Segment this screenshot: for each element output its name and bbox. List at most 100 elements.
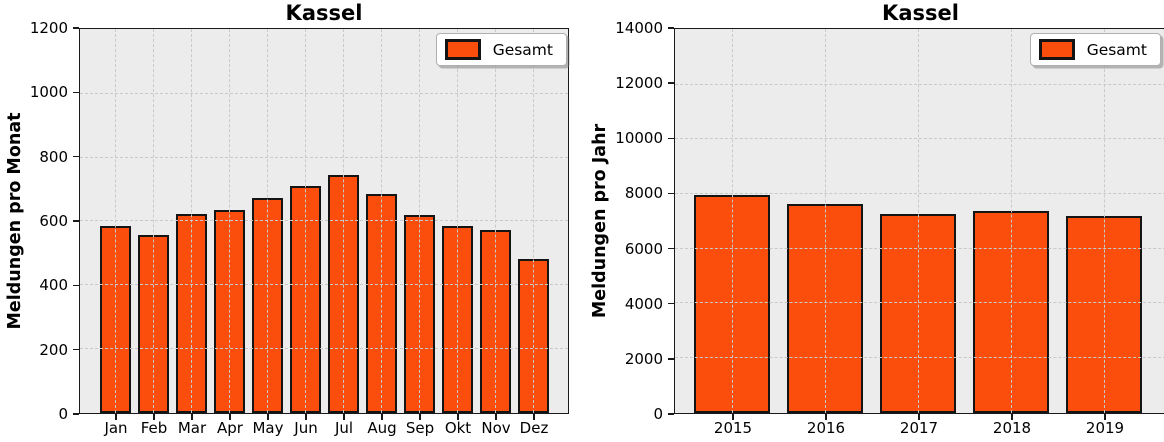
x-tick-label: Mar	[177, 419, 207, 437]
y-tick	[73, 413, 79, 415]
y-tick	[668, 358, 674, 360]
gridline	[494, 29, 496, 413]
legend-swatch-icon	[444, 39, 481, 60]
y-tick	[668, 27, 674, 29]
gridline	[380, 29, 382, 413]
x-tick	[1011, 414, 1013, 420]
x-tick	[267, 414, 269, 420]
gridline	[114, 29, 116, 413]
x-tick-label: Jul	[334, 419, 354, 437]
y-tick-label: 10000	[615, 129, 663, 148]
x-tick	[343, 414, 345, 420]
legend: Gesamt	[1029, 33, 1161, 66]
x-tick	[533, 414, 535, 420]
y-tick-label: 0	[653, 405, 663, 423]
x-tick-label: Apr	[217, 419, 243, 437]
x-tick	[918, 414, 920, 420]
gridline	[80, 220, 568, 222]
gridline	[80, 156, 568, 158]
legend-label: Gesamt	[1086, 40, 1147, 59]
x-tick	[191, 414, 193, 420]
gridline	[675, 357, 1164, 359]
y-tick-label: 4000	[624, 294, 663, 313]
y-tick-label: 400	[39, 276, 68, 295]
y-tick	[668, 137, 674, 140]
gridline	[824, 29, 826, 413]
y-tick-label: 12000	[615, 74, 663, 93]
gridline	[917, 29, 919, 413]
chart-yearly: Kassel Meldungen pro Jahr Gesamt 0 2000 40…	[590, 1, 1164, 437]
x-tick-label: Jun	[294, 419, 318, 437]
y-tick-label: 14000	[615, 19, 663, 37]
x-tick-label: 2019	[1085, 419, 1125, 437]
y-tick	[73, 284, 79, 287]
gridline	[418, 29, 420, 413]
x-tick-label: May	[252, 419, 284, 437]
y-axis-label: Meldungen pro Jahr	[590, 123, 610, 319]
x-tick-label: Feb	[140, 419, 168, 437]
gridline	[675, 302, 1164, 304]
y-tick	[73, 155, 79, 158]
gridline	[532, 29, 534, 413]
x-tick-label: 2017	[899, 419, 939, 437]
x-tick-label: Jan	[104, 419, 128, 437]
x-tick-label: Okt	[444, 419, 472, 437]
y-tick	[668, 413, 674, 415]
y-tick-label: 1000	[29, 83, 68, 102]
x-tick	[153, 414, 155, 420]
gridline	[675, 193, 1164, 195]
x-tick	[115, 414, 117, 420]
gridline	[228, 29, 230, 413]
x-tick-label: 2015	[713, 419, 753, 437]
chart-monthly: Kassel Meldungen pro Monat Gesamt 0 200 40…	[5, 1, 569, 437]
y-tick-label: 600	[39, 212, 68, 230]
gridline	[731, 29, 733, 413]
y-tick	[73, 220, 79, 222]
y-tick-label: 800	[39, 147, 68, 166]
y-tick	[668, 247, 674, 250]
y-tick-label: 2000	[624, 349, 663, 368]
gridline	[80, 348, 568, 349]
x-tick-label: Nov	[481, 419, 511, 437]
gridline	[675, 83, 1164, 85]
y-tick	[668, 302, 674, 305]
x-tick	[381, 414, 383, 420]
x-tick-label: Aug	[367, 419, 397, 437]
gridline	[342, 29, 344, 413]
x-tick	[495, 414, 497, 420]
y-tick-label: 200	[39, 340, 68, 359]
y-tick	[73, 27, 79, 29]
gridline	[1103, 29, 1105, 413]
x-tick	[419, 414, 421, 420]
gridline	[1010, 29, 1012, 413]
gridline	[190, 29, 192, 413]
legend-swatch-icon	[1038, 39, 1075, 60]
gridline	[304, 29, 306, 413]
y-tick	[73, 91, 79, 94]
x-tick	[229, 414, 231, 420]
gridline	[456, 29, 458, 413]
y-tick	[668, 192, 674, 195]
x-tick	[457, 414, 459, 420]
y-tick-label: 0	[58, 405, 68, 423]
x-tick-label: Dez	[519, 419, 549, 437]
gridline	[152, 29, 154, 413]
plot-area	[674, 28, 1164, 414]
x-tick	[305, 414, 307, 420]
legend-label: Gesamt	[492, 40, 553, 59]
plot-area	[79, 28, 569, 414]
y-tick-label: 8000	[624, 184, 663, 203]
gridline	[675, 138, 1164, 140]
x-tick-label: 2018	[992, 419, 1032, 437]
gridline	[675, 247, 1164, 249]
legend: Gesamt	[435, 33, 567, 66]
y-tick-label: 1200	[29, 19, 68, 37]
x-tick	[732, 414, 734, 420]
y-tick-label: 6000	[624, 239, 663, 258]
x-tick	[825, 414, 827, 420]
chart-title: Kassel	[882, 1, 959, 25]
gridline	[266, 29, 268, 413]
y-tick	[73, 348, 79, 351]
gridline	[80, 92, 568, 94]
